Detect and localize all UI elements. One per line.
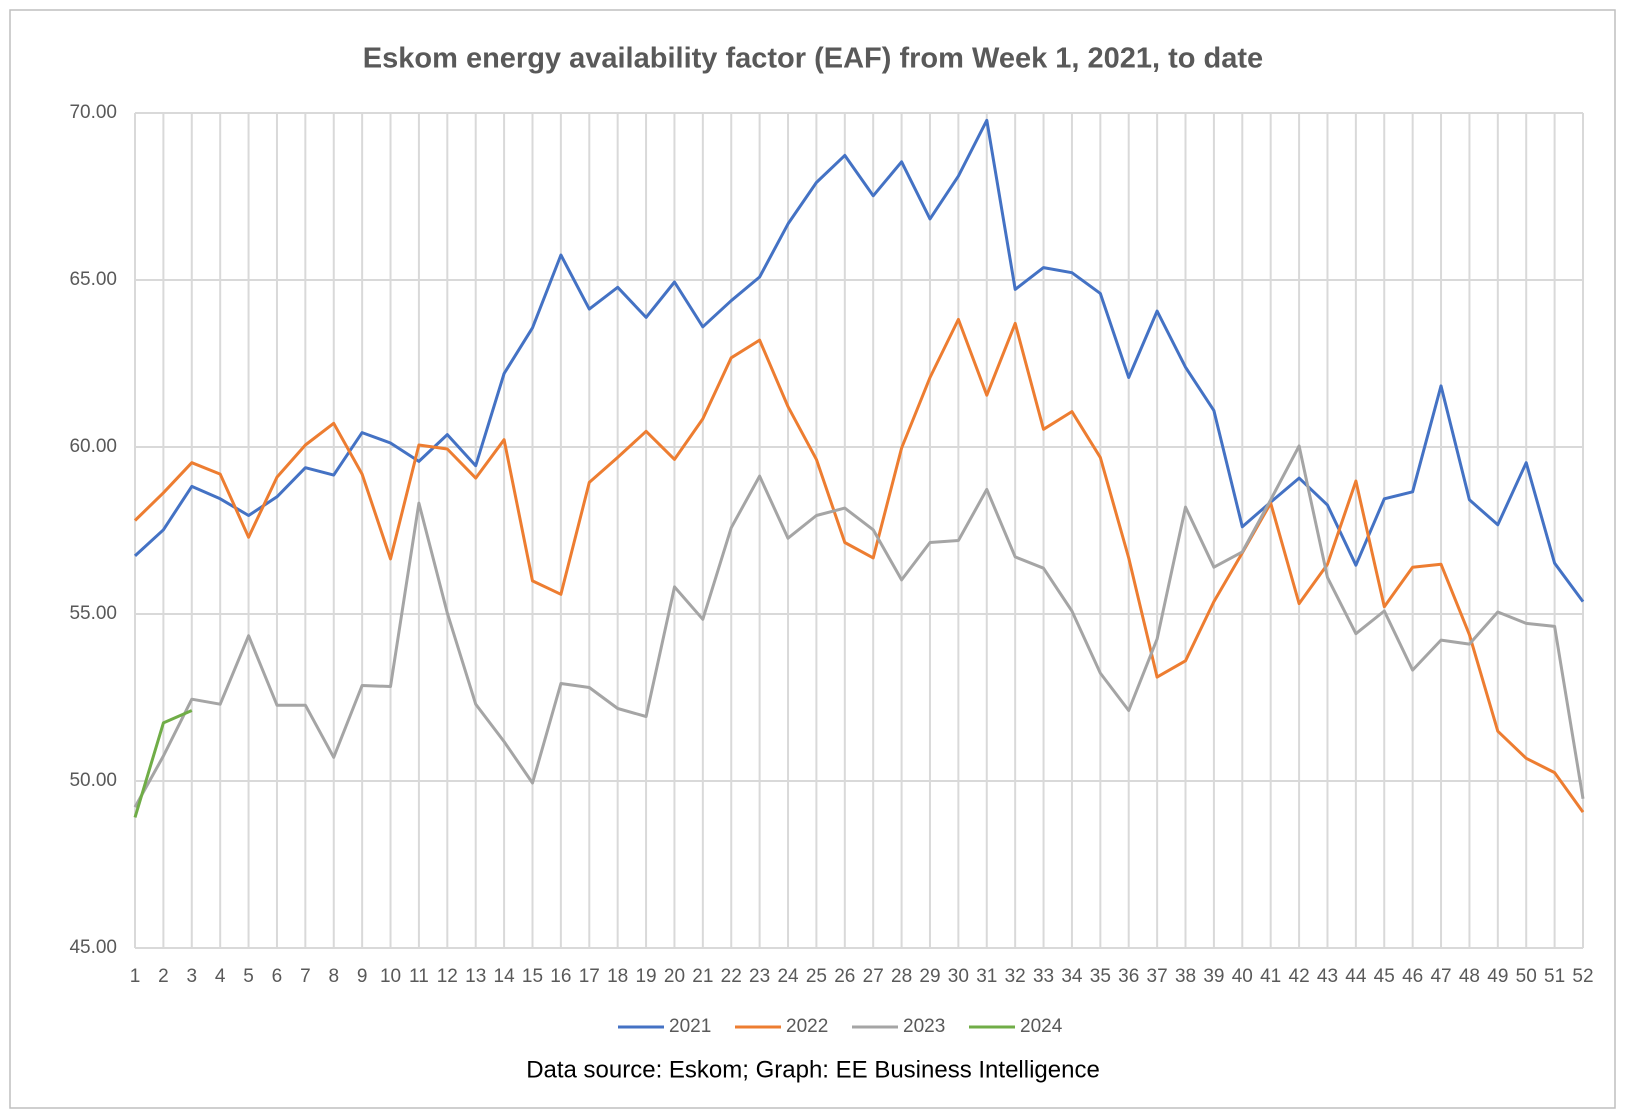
x-tick-label: 33 [1033, 966, 1054, 987]
x-tick-label: 31 [976, 966, 997, 987]
x-tick-label: 30 [948, 966, 969, 987]
x-tick-label: 40 [1232, 966, 1253, 987]
chart-title: Eskom energy availability factor (EAF) f… [363, 43, 1263, 75]
x-tick-label: 38 [1175, 966, 1196, 987]
x-tick-label: 6 [272, 966, 283, 987]
x-tick-label: 25 [806, 966, 827, 987]
x-tick-label: 20 [664, 966, 685, 987]
x-tick-label: 39 [1203, 966, 1224, 987]
x-tick-label: 16 [550, 966, 571, 987]
x-tick-label: 44 [1345, 966, 1367, 987]
x-tick-label: 50 [1516, 966, 1537, 987]
x-tick-label: 41 [1260, 966, 1281, 987]
source-note: Data source: Eskom; Graph: EE Business I… [526, 1056, 1100, 1083]
x-tick-label: 34 [1061, 966, 1083, 987]
x-tick-label: 8 [328, 966, 339, 987]
x-tick-label: 14 [494, 966, 516, 987]
x-tick-label: 24 [777, 966, 799, 987]
x-tick-label: 12 [437, 966, 458, 987]
x-tick-label: 9 [357, 966, 368, 987]
y-tick-label: 65.00 [69, 269, 117, 290]
x-tick-label: 23 [749, 966, 770, 987]
x-tick-label: 37 [1147, 966, 1168, 987]
y-tick-label: 45.00 [69, 937, 117, 958]
x-tick-label: 28 [891, 966, 912, 987]
y-tick-label: 70.00 [69, 102, 117, 123]
x-tick-label: 11 [409, 966, 429, 987]
x-tick-label: 15 [522, 966, 543, 987]
x-tick-label: 22 [721, 966, 742, 987]
x-tick-label: 43 [1317, 966, 1338, 987]
x-tick-label: 46 [1402, 966, 1423, 987]
x-tick-label: 47 [1430, 966, 1451, 987]
x-tick-label: 26 [834, 966, 855, 987]
series-line [133, 709, 193, 818]
x-tick-label: 1 [130, 966, 141, 987]
legend-label: 2022 [786, 1016, 828, 1037]
y-tick-label: 55.00 [69, 603, 117, 624]
legend-label: 2021 [669, 1016, 711, 1037]
x-tick-label: 21 [692, 966, 713, 987]
x-tick-label: 29 [919, 966, 940, 987]
y-tick-label: 60.00 [69, 436, 117, 457]
x-tick-label: 10 [380, 966, 401, 987]
x-tick-label: 7 [300, 966, 311, 987]
x-tick-label: 19 [635, 966, 656, 987]
x-tick-label: 3 [186, 966, 197, 987]
x-tick-label: 27 [863, 966, 884, 987]
x-tick-label: 49 [1487, 966, 1508, 987]
legend-label: 2024 [1020, 1016, 1063, 1037]
x-tick-label: 35 [1090, 966, 1111, 987]
x-tick-label: 51 [1544, 966, 1565, 987]
series-line [133, 118, 1585, 603]
x-tick-label: 42 [1289, 966, 1310, 987]
x-tick-label: 32 [1005, 966, 1026, 987]
x-tick-label: 17 [579, 966, 600, 987]
x-tick-label: 13 [465, 966, 486, 987]
x-tick-label: 45 [1374, 966, 1395, 987]
legend-label: 2023 [903, 1016, 945, 1037]
x-tick-label: 52 [1572, 966, 1593, 987]
x-tick-label: 48 [1459, 966, 1480, 987]
series-line [133, 317, 1585, 813]
y-tick-label: 50.00 [69, 770, 117, 791]
x-tick-label: 36 [1118, 966, 1139, 987]
x-tick-label: 4 [215, 966, 226, 987]
x-tick-label: 2 [158, 966, 169, 987]
series-line [133, 444, 1585, 808]
x-tick-label: 18 [607, 966, 628, 987]
x-tick-label: 5 [243, 966, 254, 987]
